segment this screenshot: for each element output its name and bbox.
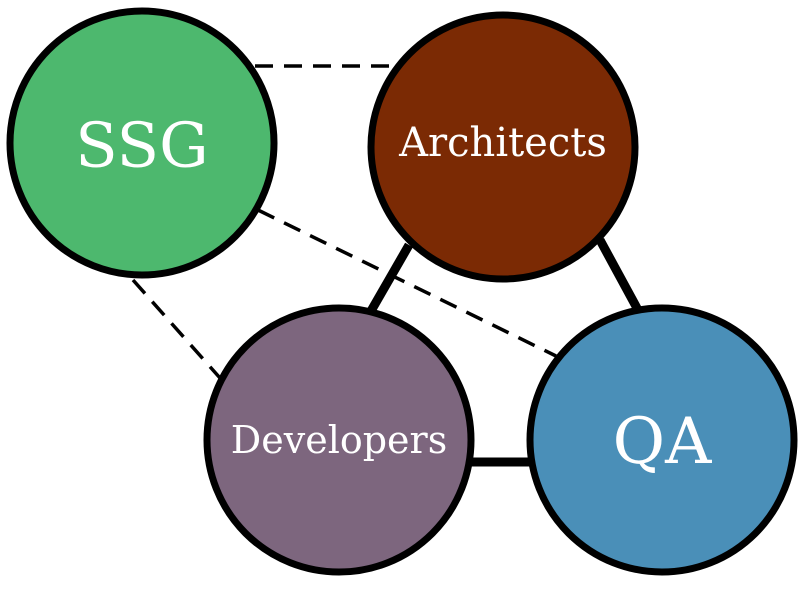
edges [131,64,642,467]
node-qa-label: QA [613,405,712,479]
node-architects: Architects [367,11,639,283]
node-developers-label: Developers [231,418,447,462]
edge-ssg-developers [131,278,222,380]
edge-architects-developers [367,242,413,314]
node-ssg-label: SSG [75,109,208,182]
node-developers-circle [203,304,475,576]
edge-architects-qa [596,237,642,313]
node-ssg-circle [6,7,278,279]
node-ssg: SSG [6,7,278,279]
node-qa-circle [526,304,798,576]
edge-ssg-qa [257,208,557,358]
node-qa: QA [526,304,798,576]
node-architects-circle [367,11,639,283]
node-architects-label: Architects [398,120,607,166]
node-developers: Developers [203,304,475,576]
